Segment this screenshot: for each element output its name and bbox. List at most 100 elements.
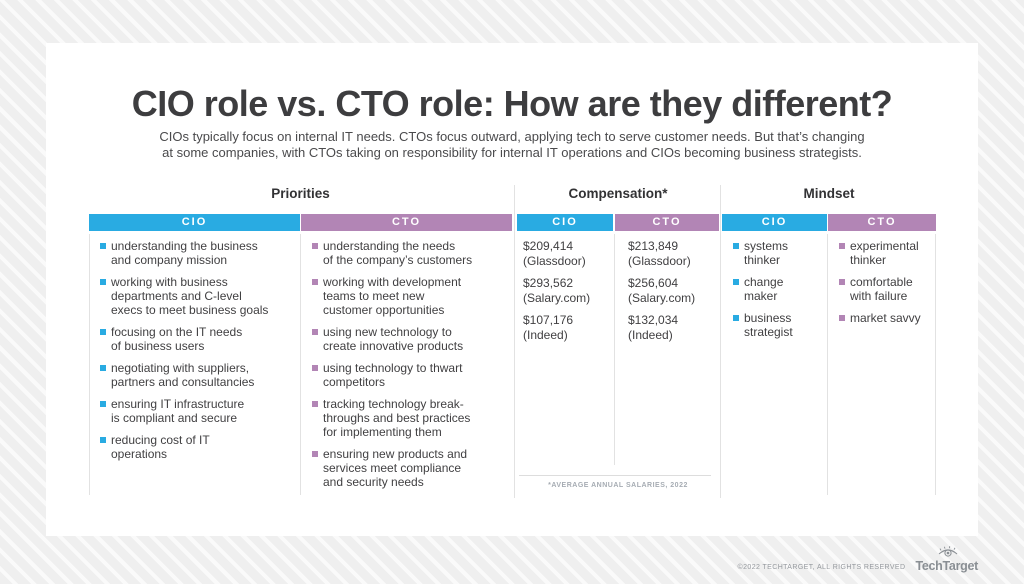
priority-item-text: using technology to thwart competitors xyxy=(323,361,463,389)
techtarget-logo: TechTarget xyxy=(915,545,978,575)
subtitle-line-2: at some companies, with CTOs taking on r… xyxy=(162,145,862,160)
priority-item-text: using new technology to create innovativ… xyxy=(323,325,464,353)
column-divider xyxy=(300,234,301,495)
bullet-square-icon xyxy=(839,279,845,285)
priority-item-text: negotiating with suppliers, partners and… xyxy=(111,361,255,389)
mindset-item-text: experimental thinker xyxy=(850,239,919,267)
mindset-item-text: comfortable with failure xyxy=(850,275,913,303)
mindset-item: systems thinker xyxy=(733,239,828,267)
column-divider xyxy=(614,234,615,465)
priority-item: focusing on the IT needs of business use… xyxy=(100,325,300,353)
priorities-cto-list: understanding the needs of the company’s… xyxy=(312,239,512,497)
group-divider xyxy=(720,185,721,498)
priority-item: working with business departments and C-… xyxy=(100,275,300,317)
salary-entry: $132,034 (Indeed) xyxy=(628,313,722,343)
column-divider xyxy=(935,234,936,495)
priority-item-text: ensuring new products and services meet … xyxy=(323,447,468,489)
priority-item: ensuring IT infrastructure is compliant … xyxy=(100,397,300,425)
group-label-compensation: Compensation* xyxy=(568,186,668,201)
salary-value: $132,034 xyxy=(628,313,679,327)
priority-item: tracking technology break- throughs and … xyxy=(312,397,512,439)
bullet-square-icon xyxy=(100,365,106,371)
mindset-cto-header-bar: CTO xyxy=(828,214,936,231)
bullet-square-icon xyxy=(312,451,318,457)
infographic-card: CIO role vs. CTO role: How are they diff… xyxy=(46,43,978,536)
salary-entry: $107,176 (Indeed) xyxy=(523,313,613,343)
footnote-divider xyxy=(519,475,711,476)
priorities-cio-header-bar: CIO xyxy=(89,214,300,231)
bullet-square-icon xyxy=(733,279,739,285)
priority-item-text: working with development teams to meet n… xyxy=(323,275,462,317)
priority-item: using technology to thwart competitors xyxy=(312,361,512,389)
salary-value: $293,562 xyxy=(523,276,574,290)
mindset-item: market savvy xyxy=(839,311,939,325)
salary-entry: $293,562 (Salary.com) xyxy=(523,276,613,306)
compensation-cio-column: $209,414 (Glassdoor) $293,562 (Salary.co… xyxy=(523,239,613,350)
column-divider xyxy=(89,234,90,495)
priority-item-text: tracking technology break- throughs and … xyxy=(323,397,471,439)
bullet-square-icon xyxy=(312,401,318,407)
compensation-cto-column: $213,849 (Glassdoor) $256,604 (Salary.co… xyxy=(628,239,722,350)
salary-source: (Glassdoor) xyxy=(523,254,586,268)
mindset-item-text: systems thinker xyxy=(744,239,789,267)
page-footer: ©2022 TECHTARGET, ALL RIGHTS RESERVED Te… xyxy=(0,545,978,575)
mindset-item-text: change maker xyxy=(744,275,784,303)
bullet-square-icon xyxy=(312,279,318,285)
salary-entry: $213,849 (Glassdoor) xyxy=(628,239,722,269)
priority-item-text: focusing on the IT needs of business use… xyxy=(111,325,243,353)
priorities-cto-header-bar: CTO xyxy=(301,214,512,231)
priority-item-text: understanding the business and company m… xyxy=(111,239,258,267)
mindset-cio-header-bar: CIO xyxy=(722,214,827,231)
group-label-priorities: Priorities xyxy=(271,186,330,201)
priorities-cio-list: understanding the business and company m… xyxy=(100,239,300,469)
priority-item-text: reducing cost of IT operations xyxy=(111,433,210,461)
mindset-item: comfortable with failure xyxy=(839,275,939,303)
priority-item-text: working with business departments and C-… xyxy=(111,275,269,317)
salary-footnote: *AVERAGE ANNUAL SALARIES, 2022 xyxy=(548,482,688,489)
techtarget-wordmark: TechTarget xyxy=(915,559,978,573)
salary-source: (Salary.com) xyxy=(628,291,696,305)
priority-item: working with development teams to meet n… xyxy=(312,275,512,317)
bullet-square-icon xyxy=(100,401,106,407)
bullet-square-icon xyxy=(733,243,739,249)
salary-value: $256,604 xyxy=(628,276,679,290)
salary-value: $107,176 xyxy=(523,313,574,327)
salary-source: (Indeed) xyxy=(628,328,673,342)
bullet-square-icon xyxy=(100,279,106,285)
priority-item: using new technology to create innovativ… xyxy=(312,325,512,353)
salary-source: (Glassdoor) xyxy=(628,254,691,268)
priority-item: understanding the needs of the company’s… xyxy=(312,239,512,267)
page-title: CIO role vs. CTO role: How are they diff… xyxy=(131,83,893,124)
mindset-cio-list: systems thinker change maker business st… xyxy=(733,239,828,347)
priority-item-text: understanding the needs of the company’s… xyxy=(323,239,473,267)
salary-entry: $209,414 (Glassdoor) xyxy=(523,239,613,269)
bullet-square-icon xyxy=(733,315,739,321)
mindset-item: business strategist xyxy=(733,311,828,339)
salary-entry: $256,604 (Salary.com) xyxy=(628,276,722,306)
column-divider xyxy=(827,234,828,495)
salary-source: (Salary.com) xyxy=(523,291,591,305)
mindset-item: experimental thinker xyxy=(839,239,939,267)
bullet-square-icon xyxy=(312,365,318,371)
bullet-square-icon xyxy=(839,243,845,249)
bullet-square-icon xyxy=(312,329,318,335)
mindset-item-text: business strategist xyxy=(744,311,793,339)
mindset-item-text: market savvy xyxy=(850,311,921,325)
bullet-square-icon xyxy=(312,243,318,249)
mindset-cto-list: experimental thinker comfortable with fa… xyxy=(839,239,939,333)
group-label-mindset: Mindset xyxy=(803,186,855,201)
salary-value: $213,849 xyxy=(628,239,679,253)
bullet-square-icon xyxy=(100,329,106,335)
mindset-item: change maker xyxy=(733,275,828,303)
copyright-text: ©2022 TECHTARGET, ALL RIGHTS RESERVED xyxy=(737,564,906,571)
bullet-square-icon xyxy=(100,243,106,249)
bullet-square-icon xyxy=(839,315,845,321)
priority-item: ensuring new products and services meet … xyxy=(312,447,512,489)
compensation-cto-header-bar: CTO xyxy=(615,214,719,231)
page-subtitle: CIOs typically focus on internal IT need… xyxy=(46,129,978,161)
salary-source: (Indeed) xyxy=(523,328,568,342)
subtitle-line-1: CIOs typically focus on internal IT need… xyxy=(159,129,865,144)
group-divider xyxy=(514,185,515,498)
bullet-square-icon xyxy=(100,437,106,443)
priority-item-text: ensuring IT infrastructure is compliant … xyxy=(111,397,245,425)
